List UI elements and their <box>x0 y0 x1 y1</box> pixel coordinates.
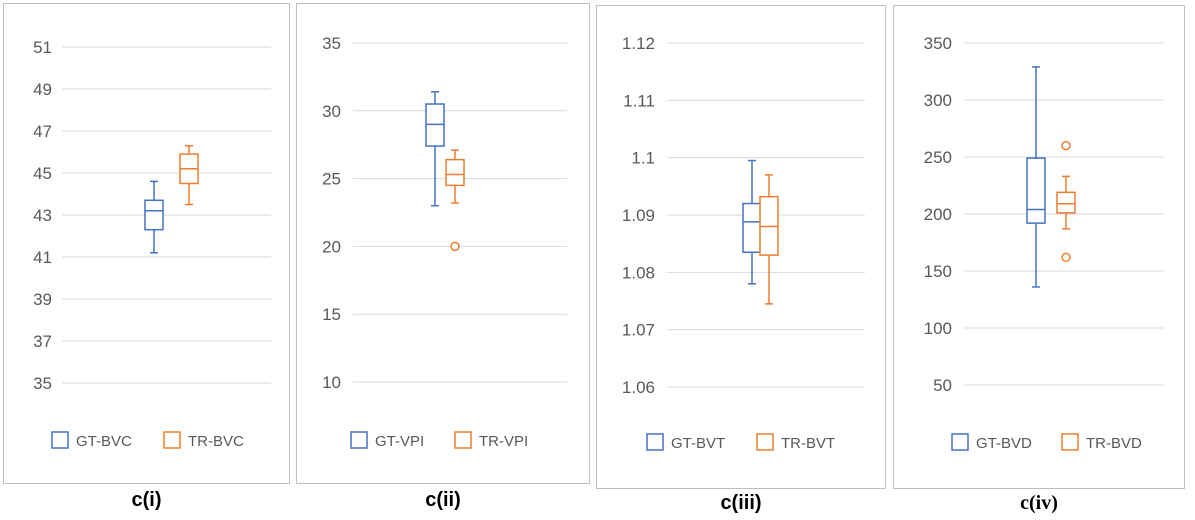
box-plot-tr-vpi <box>445 149 465 252</box>
legend-swatch <box>756 433 774 451</box>
y-tick-label: 35 <box>33 374 52 393</box>
y-tick-label: 1.11 <box>623 91 655 110</box>
y-tick-label: 30 <box>322 102 341 121</box>
y-tick-label: 37 <box>33 332 52 351</box>
chart-caption-2: c(ii) <box>425 489 461 511</box>
y-tick-label: 20 <box>322 237 341 256</box>
y-tick-label: 100 <box>924 319 952 338</box>
legend-label: GT-BVT <box>671 435 725 452</box>
legend-swatch <box>1061 433 1079 451</box>
iqr-box <box>144 199 164 231</box>
box-plot-gt-vpi <box>425 91 445 207</box>
y-tick-label: 1.06 <box>622 378 655 397</box>
legend-label: TR-BVD <box>1086 435 1142 452</box>
y-tick-label: 1.1 <box>631 149 655 168</box>
box-plot-tr-bvt <box>759 174 779 305</box>
y-tick-label: 10 <box>322 373 341 392</box>
chart-panel-2: 10 15 20 25 30 35 GT-VPI TR-VPI <box>296 3 590 484</box>
box-plot-tr-bvc <box>179 144 199 206</box>
iqr-box <box>742 202 762 254</box>
chart-caption-3: c(iii) <box>720 492 762 514</box>
y-tick-label: 350 <box>924 34 952 53</box>
legend-swatch <box>454 431 472 449</box>
chart-panel-3: 1.06 1.07 1.08 1.09 1.1 1.11 1.12 GT-BVT TR-BVT <box>596 5 886 489</box>
box-plot-gt-bvc <box>144 180 164 254</box>
box-plot-gt-bvd <box>1026 66 1046 288</box>
iqr-box <box>1056 191 1076 214</box>
y-tick-label: 39 <box>33 290 52 309</box>
box-plot-gt-bvt <box>742 159 762 285</box>
y-tick-label: 1.09 <box>622 206 655 225</box>
legend-swatch <box>51 431 69 449</box>
outlier-point <box>450 241 460 252</box>
iqr-box <box>445 158 465 187</box>
y-tick-label: 51 <box>33 38 52 57</box>
legend-label: GT-BVD <box>976 435 1032 452</box>
legend-label: TR-BVT <box>781 435 835 452</box>
y-tick-label: 1.12 <box>622 34 655 53</box>
y-tick-label: 1.07 <box>622 321 655 340</box>
y-tick-label: 250 <box>924 148 952 167</box>
legend-label: GT-VPI <box>375 433 424 450</box>
chart-svg-1: 35 37 39 41 43 45 47 49 51 GT-BVC TR-BVC <box>33 38 271 450</box>
y-tick-label: 15 <box>322 305 341 324</box>
y-tick-label: 45 <box>33 164 52 183</box>
chart-svg-4: 50 100 150 200 250 300 350 GT-BVD TR-BVD <box>924 34 1164 452</box>
y-tick-label: 200 <box>924 205 952 224</box>
chart-caption-4: c(iv) <box>1020 492 1058 514</box>
chart-svg-2: 10 15 20 25 30 35 GT-VPI TR-VPI <box>322 34 567 450</box>
y-tick-label: 49 <box>33 80 52 99</box>
chart-panel-1: 35 37 39 41 43 45 47 49 51 GT-BVC TR-BVC <box>3 3 290 484</box>
legend-swatch <box>951 433 969 451</box>
outlier-point <box>1061 140 1071 151</box>
iqr-box <box>1026 157 1046 224</box>
y-tick-label: 300 <box>924 91 952 110</box>
y-tick-label: 50 <box>933 376 952 395</box>
legend-swatch <box>646 433 664 451</box>
y-tick-label: 35 <box>322 34 341 53</box>
chart-panel-4: 50 100 150 200 250 300 350 GT-BVD TR-BVD <box>893 5 1185 489</box>
chart-caption-1: c(i) <box>131 489 162 511</box>
box-plot-tr-bvd <box>1056 140 1076 263</box>
legend-swatch <box>163 431 181 449</box>
y-tick-label: 41 <box>33 248 52 267</box>
legend-label: GT-BVC <box>76 433 132 450</box>
y-tick-label: 47 <box>33 122 52 141</box>
legend-label: TR-VPI <box>479 433 528 450</box>
y-tick-label: 43 <box>33 206 52 225</box>
legend-label: TR-BVC <box>188 433 244 450</box>
chart-svg-3: 1.06 1.07 1.08 1.09 1.1 1.11 1.12 GT-BVT TR-BVT <box>622 34 865 452</box>
y-tick-label: 1.08 <box>622 263 655 282</box>
legend-swatch <box>350 431 368 449</box>
outlier-point <box>1061 252 1071 263</box>
y-tick-label: 150 <box>924 262 952 281</box>
y-tick-label: 25 <box>322 170 341 189</box>
